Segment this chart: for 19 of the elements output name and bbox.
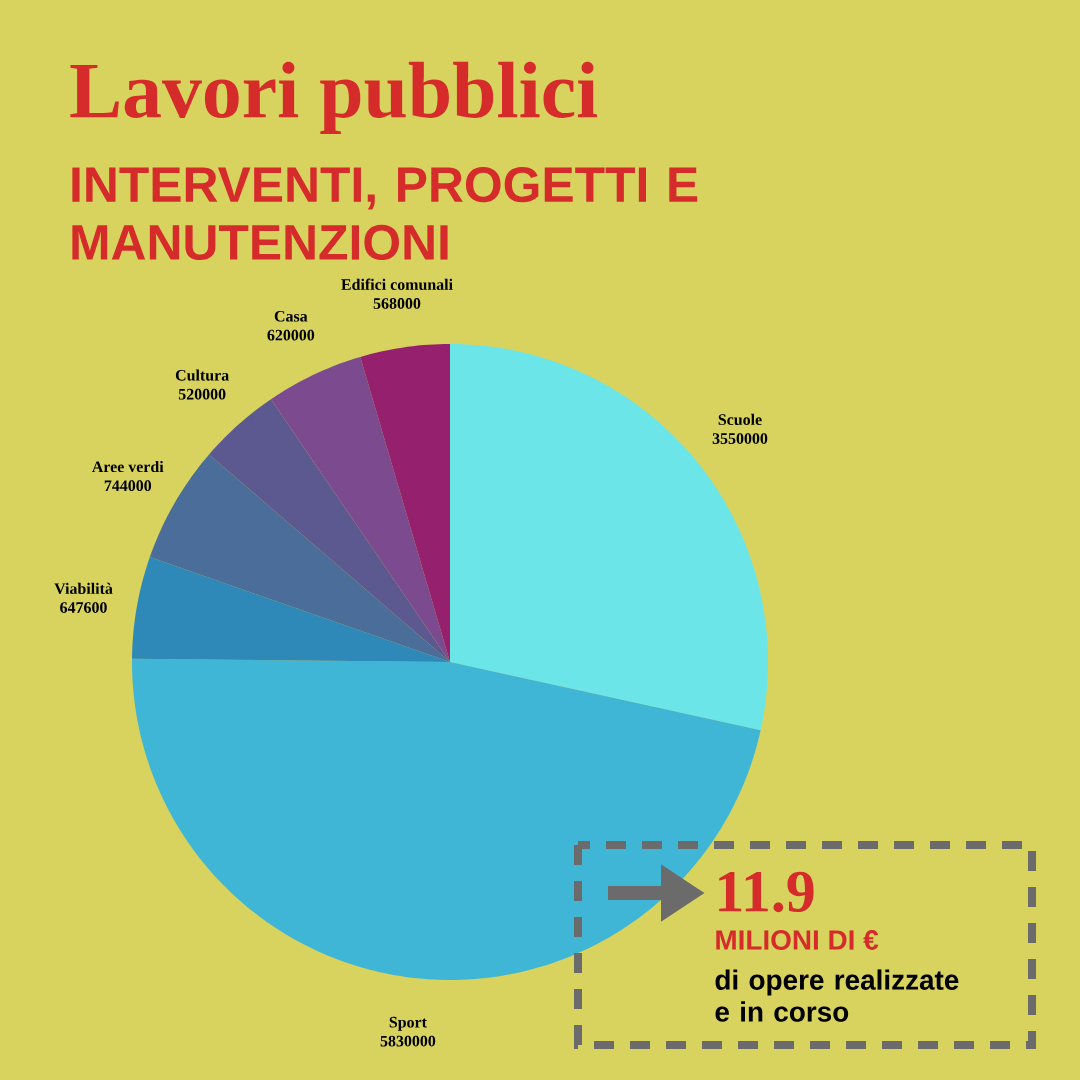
text: di opere realizzate e in corso [715, 969, 959, 1022]
data-label: 568000 [373, 298, 421, 309]
text: 11.9 [719, 871, 814, 913]
slice-label: Viabilità [54, 582, 113, 595]
data-label: 520000 [178, 388, 226, 400]
slice-label: Edifici comunali [341, 278, 453, 290]
slice-label: Sport [389, 1016, 427, 1031]
slice-label: Cultura [175, 369, 229, 381]
data-label: 744000 [104, 480, 152, 492]
slice-label: Scuole [718, 413, 762, 426]
data-label: 647600 [60, 602, 107, 613]
slice-label: Aree verdi [92, 460, 164, 473]
data-label: 3550000 [712, 433, 768, 444]
text: MILIONI DI € [716, 930, 879, 950]
data-label: 620000 [267, 329, 315, 341]
slice-label: Casa [274, 310, 308, 322]
data-label: 5830000 [380, 1035, 436, 1047]
chart-title: Lavori pubblici [70, 61, 598, 135]
chart-subtitle: INTERVENTI, PROGETTI E MANUTENZIONI [72, 167, 698, 261]
